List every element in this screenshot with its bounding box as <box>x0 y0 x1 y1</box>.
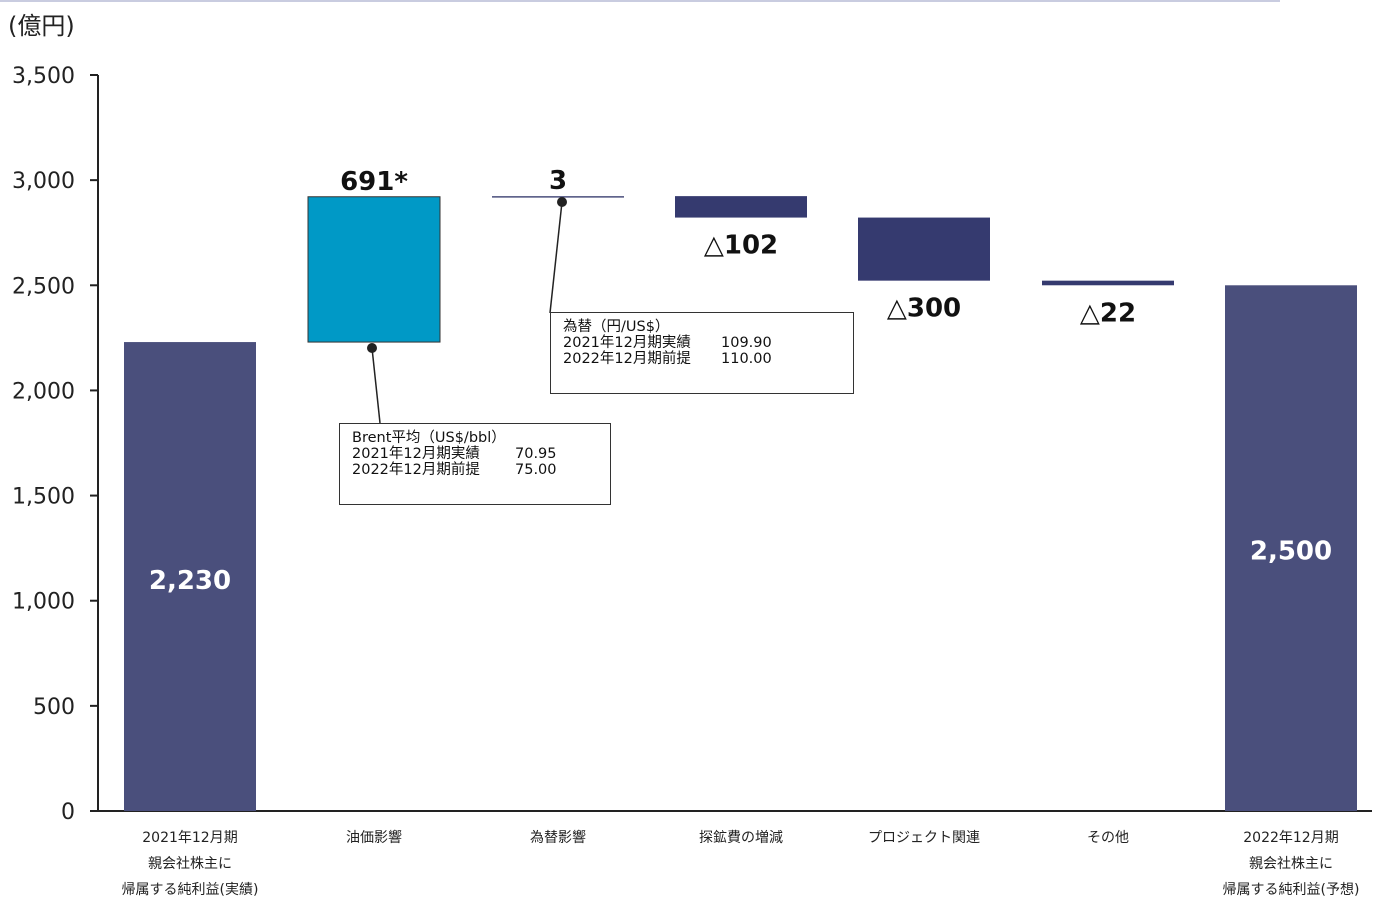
fx-row-value: 110.00 <box>721 351 772 367</box>
category-label: 為替影響 <box>530 829 586 846</box>
brent-row-label: 2022年12月期前提 <box>352 462 480 478</box>
callout-leader <box>549 201 563 314</box>
waterfall-bar <box>858 217 990 281</box>
callout-leader-dot <box>367 343 377 353</box>
category-label: 2022年12月期 <box>1243 830 1338 846</box>
y-tick-label: 500 <box>33 695 75 720</box>
brent-row-value: 75.00 <box>515 462 557 478</box>
unit-label: (億円) <box>8 12 75 40</box>
y-tick-label: 0 <box>61 800 75 825</box>
callout-leader <box>371 347 381 424</box>
fx-row-value: 109.90 <box>721 335 772 351</box>
category-label: 帰属する純利益(予想) <box>1223 881 1360 897</box>
y-tick-label: 3,500 <box>12 64 75 89</box>
brent-row-label: 2021年12月期実績 <box>352 446 480 462</box>
top-divider <box>0 0 1280 2</box>
y-tick-label: 1,500 <box>12 485 75 510</box>
data-label: △300 <box>887 294 961 324</box>
data-label: △22 <box>1080 298 1136 328</box>
waterfall-bar <box>307 196 441 343</box>
fx-row-label: 2022年12月期前提 <box>563 351 691 367</box>
category-label: 探鉱費の増減 <box>699 829 783 846</box>
category-label: その他 <box>1087 830 1129 846</box>
y-tick-label: 2,500 <box>12 274 75 299</box>
fx-row-label: 2021年12月期実績 <box>563 335 691 351</box>
fx-callout: 為替（円/US$） 2021年12月期実績 109.90 2022年12月期前提 1… <box>550 312 854 394</box>
waterfall-bar <box>675 196 807 218</box>
category-label: 親会社株主に <box>148 856 232 872</box>
y-tick-label: 2,000 <box>12 379 75 404</box>
data-label: △102 <box>704 231 778 261</box>
data-label: 2,500 <box>1250 536 1332 566</box>
y-tick-label: 1,000 <box>12 590 75 615</box>
waterfall-bar <box>1225 285 1357 811</box>
category-label: 親会社株主に <box>1249 856 1333 872</box>
callout-leader-dot <box>557 197 567 207</box>
data-label: 691* <box>340 167 408 197</box>
waterfall-bar <box>124 342 256 811</box>
category-label: 油価影響 <box>346 829 402 846</box>
brent-row-value: 70.95 <box>515 446 557 462</box>
waterfall-bar <box>1042 280 1174 286</box>
fx-callout-title: 為替（円/US$） <box>563 319 670 335</box>
brent-callout: Brent平均（US$/bbl） 2021年12月期実績 70.95 2022年1… <box>339 423 611 505</box>
category-label: 2021年12月期 <box>142 830 237 846</box>
data-label: 2,230 <box>149 566 231 596</box>
data-label: 3 <box>549 166 567 196</box>
category-label: 帰属する純利益(実績) <box>122 881 259 897</box>
waterfall-bar <box>492 196 624 198</box>
brent-callout-title: Brent平均（US$/bbl） <box>352 430 506 446</box>
y-tick-label: 3,000 <box>12 169 75 194</box>
category-label: プロジェクト関連 <box>868 830 980 846</box>
